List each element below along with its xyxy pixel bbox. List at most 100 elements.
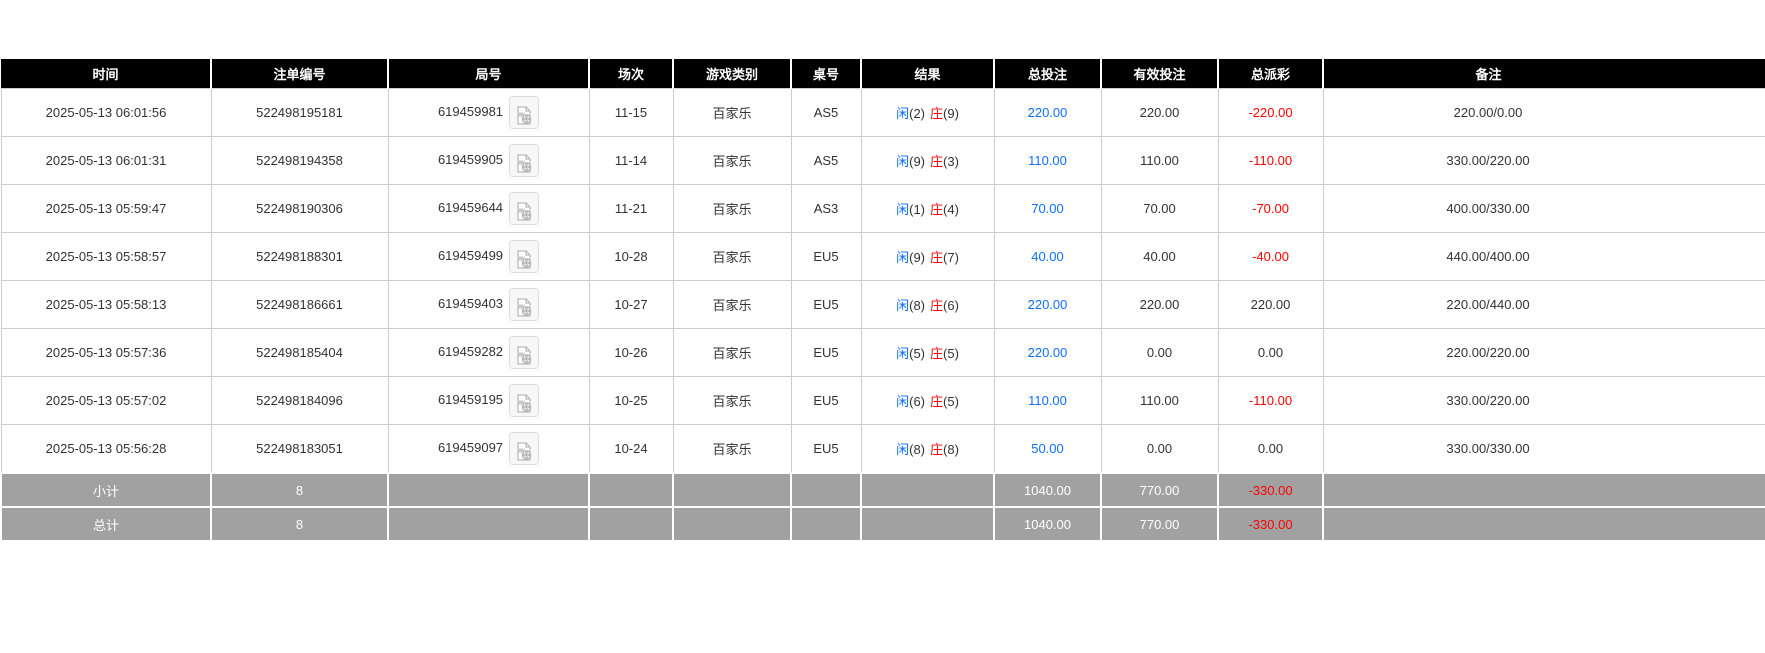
cell-round: 619459282	[387, 328, 590, 377]
table-row: 2025-05-13 05:57:36 522498185404 6194592…	[0, 328, 1765, 377]
video-replay-icon[interactable]	[509, 144, 540, 177]
cell-bet-id: 522498186661	[210, 280, 389, 329]
cell-total-bet: 220.00	[993, 280, 1102, 329]
video-replay-icon[interactable]	[509, 288, 540, 321]
player-points: (6)	[909, 394, 925, 409]
player-label: 闲	[896, 394, 910, 409]
cell-total-bet: 110.00	[993, 376, 1102, 425]
cell-payout: 0.00	[1217, 328, 1324, 377]
banker-label: 庄	[930, 202, 944, 217]
total-payout: -330.00	[1217, 506, 1324, 542]
table-row: 2025-05-13 05:58:13 522498186661 6194594…	[0, 280, 1765, 329]
banker-points: (8)	[943, 442, 959, 457]
round-number: 619459981	[437, 103, 504, 119]
banker-label: 庄	[930, 154, 944, 169]
top-spacer	[0, 0, 1765, 59]
cell-remark: 400.00/330.00	[1322, 184, 1765, 233]
cell-valid-bet: 40.00	[1100, 232, 1219, 281]
player-label: 闲	[896, 106, 910, 121]
cell-remark: 330.00/330.00	[1322, 424, 1765, 474]
cell-remark: 330.00/220.00	[1322, 376, 1765, 425]
player-points: (5)	[909, 346, 925, 361]
cell-game: 百家乐	[672, 376, 792, 425]
subtotal-row: 小计 8 1040.00 770.00 -330.00	[0, 472, 1765, 508]
player-points: (9)	[909, 250, 925, 265]
round-number: 619459282	[437, 343, 504, 359]
table-footer: 小计 8 1040.00 770.00 -330.00 总计 8	[0, 472, 1765, 542]
col-header-round: 局号	[388, 59, 590, 89]
cell-game: 百家乐	[672, 88, 792, 137]
player-label: 闲	[896, 250, 910, 265]
cell-game: 百家乐	[672, 424, 792, 474]
table-row: 2025-05-13 06:01:31 522498194358 6194599…	[0, 136, 1765, 185]
col-header-result: 结果	[861, 59, 995, 89]
cell-payout: -40.00	[1217, 232, 1324, 281]
cell-game: 百家乐	[672, 328, 792, 377]
cell-payout: 0.00	[1217, 424, 1324, 474]
cell-bet-id: 522498188301	[210, 232, 389, 281]
player-points: (8)	[909, 298, 925, 313]
video-replay-icon[interactable]	[509, 192, 540, 225]
cell-remark: 220.00/0.00	[1322, 88, 1765, 137]
cell-table-no: AS3	[790, 184, 862, 233]
cell-total-bet: 70.00	[993, 184, 1102, 233]
table-body: 2025-05-13 06:01:56 522498195181 6194599…	[0, 88, 1765, 474]
cell-payout: -220.00	[1217, 88, 1324, 137]
cell-table-no: AS5	[790, 88, 862, 137]
banker-points: (9)	[943, 106, 959, 121]
cell-payout: -110.00	[1217, 136, 1324, 185]
cell-time: 2025-05-13 05:59:47	[0, 184, 212, 233]
player-label: 闲	[896, 442, 910, 457]
video-replay-icon[interactable]	[509, 432, 540, 465]
cell-total-bet: 50.00	[993, 424, 1102, 474]
cell-result: 闲(6) 庄(5)	[860, 376, 995, 425]
table-header: 时间 注单编号 局号 场次 游戏类别 桌号 结果 总投注 有效投注 总派彩 备注	[1, 59, 1765, 89]
table-row: 2025-05-13 05:58:57 522498188301 6194594…	[0, 232, 1765, 281]
cell-session: 10-25	[588, 376, 674, 425]
table-row: 2025-05-13 05:56:28 522498183051 6194590…	[0, 424, 1765, 474]
cell-round: 619459905	[387, 136, 590, 185]
cell-valid-bet: 70.00	[1100, 184, 1219, 233]
cell-session: 10-24	[588, 424, 674, 474]
cell-valid-bet: 220.00	[1100, 280, 1219, 329]
video-replay-icon[interactable]	[509, 336, 540, 369]
cell-payout: 220.00	[1217, 280, 1324, 329]
banker-label: 庄	[930, 346, 944, 361]
total-label: 总计	[0, 506, 212, 542]
cell-time: 2025-05-13 05:58:57	[0, 232, 212, 281]
cell-round: 619459644	[387, 184, 590, 233]
player-label: 闲	[896, 202, 910, 217]
banker-points: (5)	[943, 394, 959, 409]
cell-remark: 330.00/220.00	[1322, 136, 1765, 185]
video-replay-icon[interactable]	[509, 240, 540, 273]
subtotal-valid-bet: 770.00	[1100, 472, 1219, 508]
cell-round: 619459981	[387, 88, 590, 137]
subtotal-count: 8	[210, 472, 389, 508]
cell-result: 闲(1) 庄(4)	[860, 184, 995, 233]
video-replay-icon[interactable]	[509, 96, 540, 129]
total-valid-bet: 770.00	[1100, 506, 1219, 542]
cell-remark: 220.00/220.00	[1322, 328, 1765, 377]
table-row: 2025-05-13 05:57:02 522498184096 6194591…	[0, 376, 1765, 425]
col-header-valid-bet: 有效投注	[1101, 59, 1219, 89]
banker-label: 庄	[930, 250, 944, 265]
col-header-table-no: 桌号	[791, 59, 862, 89]
cell-round: 619459195	[387, 376, 590, 425]
cell-total-bet: 110.00	[993, 136, 1102, 185]
cell-round: 619459403	[387, 280, 590, 329]
cell-table-no: EU5	[790, 280, 862, 329]
col-header-time: 时间	[1, 59, 212, 89]
banker-label: 庄	[930, 442, 944, 457]
player-points: (8)	[909, 442, 925, 457]
col-header-session: 场次	[589, 59, 674, 89]
video-replay-icon[interactable]	[509, 384, 540, 417]
subtotal-total-bet: 1040.00	[993, 472, 1102, 508]
cell-bet-id: 522498184096	[210, 376, 389, 425]
subtotal-label: 小计	[0, 472, 212, 508]
cell-table-no: EU5	[790, 424, 862, 474]
cell-round: 619459499	[387, 232, 590, 281]
player-points: (9)	[909, 154, 925, 169]
cell-result: 闲(9) 庄(7)	[860, 232, 995, 281]
col-header-payout: 总派彩	[1218, 59, 1324, 89]
